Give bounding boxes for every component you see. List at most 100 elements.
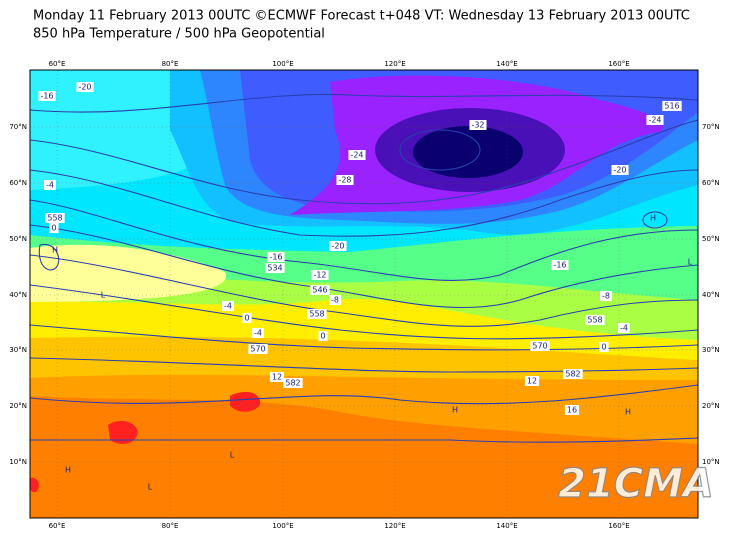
- contour-label-bg: [267, 252, 285, 262]
- contour-label: -8: [331, 296, 339, 305]
- contour-label-bg: [599, 342, 609, 352]
- longitude-label: 160°E: [608, 60, 629, 68]
- contour-label-bg: [336, 175, 354, 185]
- contour-label-bg: [469, 120, 487, 130]
- title: Monday 11 February 2013 00UTC ©ECMWF For…: [33, 9, 690, 24]
- latitude-label: 70°N: [9, 123, 27, 131]
- contour-label-bg: [618, 323, 630, 333]
- contour-label: 582: [565, 370, 580, 379]
- contour-label-bg: [283, 378, 303, 388]
- pressure-center: H: [65, 466, 71, 475]
- contour-label-bg: [76, 82, 94, 92]
- contour-label: -20: [78, 83, 91, 92]
- longitude-label: 160°E: [608, 522, 629, 530]
- longitude-label: 60°E: [49, 60, 66, 68]
- pressure-center: H: [625, 408, 631, 417]
- contour-label: 12: [527, 377, 537, 386]
- longitude-label: 100°E: [272, 522, 293, 530]
- contour-label: 558: [587, 316, 602, 325]
- longitude-label: 140°E: [496, 522, 517, 530]
- contour-label: -20: [331, 242, 344, 251]
- contour-label: 12: [272, 373, 282, 382]
- pressure-center: L: [688, 258, 693, 267]
- contour-label-bg: [45, 213, 65, 223]
- contour-label: -4: [46, 181, 54, 190]
- contour-label-bg: [307, 309, 327, 319]
- longitude-label: 60°E: [49, 522, 66, 530]
- grid: [30, 70, 698, 518]
- contour-label: 516: [664, 102, 679, 111]
- contour-label-bg: [310, 285, 330, 295]
- contour-label-bg: [44, 180, 56, 190]
- contour-label-bg: [646, 115, 664, 125]
- contour-label-bg: [252, 328, 264, 338]
- contour-label: 0: [320, 332, 325, 341]
- contour-label: -16: [553, 261, 566, 270]
- watermark: 21CMA: [558, 461, 714, 507]
- contour-label-bg: [38, 91, 56, 101]
- pressure-center: H: [650, 214, 656, 223]
- contour-label-bg: [269, 372, 285, 382]
- contour-label-bg: [265, 263, 285, 273]
- pressure-center: L: [101, 291, 106, 300]
- contour-label: 558: [309, 310, 324, 319]
- labels: 60°E 60°E 80°E 80°E 100°E 100°E 120°E 120°E 140°…: [9, 60, 719, 530]
- longitude-label: 120°E: [384, 60, 405, 68]
- latitude-label: 30°N: [702, 346, 720, 354]
- contour-label: -24: [648, 116, 661, 125]
- contour-label: -8: [602, 292, 610, 301]
- temperature-field: [30, 70, 698, 518]
- contour-label-bg: [662, 101, 682, 111]
- contour-label-bg: [611, 165, 629, 175]
- latitude-label: 70°N: [702, 123, 720, 131]
- contour-label: 16: [567, 406, 577, 415]
- latitude-label: 10°N: [702, 458, 720, 466]
- contour-label-bg: [530, 341, 550, 351]
- contour-label: 0: [244, 314, 249, 323]
- contour-label-bg: [49, 223, 59, 233]
- latitude-label: 10°N: [9, 458, 27, 466]
- contour-label: 582: [285, 379, 300, 388]
- contour-label: -12: [313, 271, 326, 280]
- contour-label-bg: [600, 291, 612, 301]
- contour-label: -4: [620, 324, 628, 333]
- map-frame: [29, 69, 699, 519]
- geopotential-contours: [30, 93, 698, 443]
- latitude-label: 60°N: [9, 179, 27, 187]
- contour-label: 558: [47, 214, 62, 223]
- contour-label: -20: [613, 166, 626, 175]
- contour-label-bg: [524, 376, 540, 386]
- pressure-center: L: [230, 451, 235, 460]
- contour-label: 0: [601, 343, 606, 352]
- longitude-label: 100°E: [272, 60, 293, 68]
- contour-label: -32: [471, 121, 484, 130]
- contour-label: -4: [254, 329, 262, 338]
- contour-label: -28: [338, 176, 351, 185]
- latitude-label: 20°N: [702, 402, 720, 410]
- latitude-label: 50°N: [702, 235, 720, 243]
- contour-label-bg: [329, 295, 341, 305]
- contour-label-bg: [564, 405, 580, 415]
- contour-label: 570: [532, 342, 547, 351]
- contour-label-bg: [242, 313, 252, 323]
- contour-label-bg: [329, 241, 347, 251]
- longitude-label: 140°E: [496, 60, 517, 68]
- subtitle: 850 hPa Temperature / 500 hPa Geopotenti…: [33, 27, 325, 42]
- contour-label: 546: [312, 286, 327, 295]
- contour-label: -24: [350, 151, 363, 160]
- latitude-label: 40°N: [9, 291, 27, 299]
- longitude-label: 80°E: [162, 60, 179, 68]
- contour-label-bg: [585, 315, 605, 325]
- pressure-center: H: [452, 406, 458, 415]
- contour-label-bg: [311, 270, 329, 280]
- contour-label-bg: [318, 331, 328, 341]
- contour-label: 534: [267, 264, 282, 273]
- contour-label-bg: [563, 369, 583, 379]
- latitude-label: 60°N: [702, 179, 720, 187]
- contour-label-bg: [222, 301, 234, 311]
- contour-label-bg: [348, 150, 366, 160]
- pressure-center: L: [148, 483, 153, 492]
- latitude-label: 40°N: [702, 291, 720, 299]
